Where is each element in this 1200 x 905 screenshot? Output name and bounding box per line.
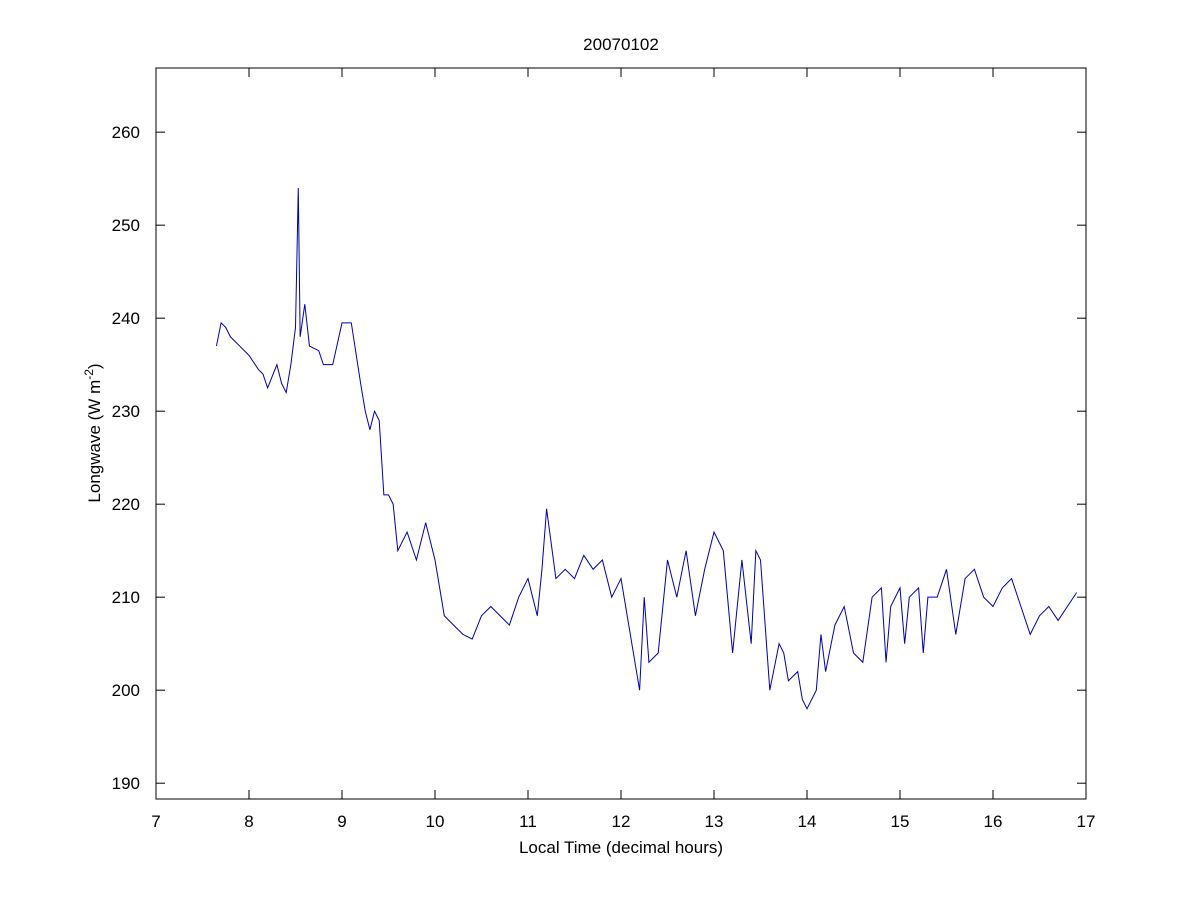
y-tick-label: 240 <box>112 309 140 328</box>
plot-frame <box>155 67 1087 800</box>
y-tick-label: 260 <box>112 123 140 142</box>
x-tick-label: 11 <box>519 812 537 831</box>
x-tick-label: 14 <box>798 812 817 831</box>
y-tick-label: 250 <box>112 216 140 235</box>
x-tick-label: 10 <box>426 812 445 831</box>
x-tick-label: 8 <box>244 812 253 831</box>
y-axis-label: Longwave (W m-2) <box>82 363 104 502</box>
y-tick-label: 210 <box>112 588 140 607</box>
y-tick-label: 220 <box>112 495 140 514</box>
x-tick-label: 17 <box>1077 812 1096 831</box>
x-tick-label: 9 <box>337 812 346 831</box>
x-tick-label: 7 <box>151 812 160 831</box>
x-tick-label: 13 <box>705 812 724 831</box>
x-tick-label: 12 <box>612 812 631 831</box>
data-line <box>215 187 1078 710</box>
y-label-superscript: -2 <box>82 369 96 380</box>
y-tick-label: 190 <box>112 774 140 793</box>
y-label-suffix: ) <box>85 363 104 369</box>
x-tick-label: 16 <box>984 812 1003 831</box>
chart-title: 20070102 <box>583 35 659 54</box>
y-tick-label: 200 <box>112 681 140 700</box>
x-tick-label: 15 <box>891 812 910 831</box>
y-tick-label: 230 <box>112 402 140 421</box>
y-label-text: Longwave (W m <box>85 380 104 503</box>
x-axis-label: Local Time (decimal hours) <box>519 838 723 857</box>
